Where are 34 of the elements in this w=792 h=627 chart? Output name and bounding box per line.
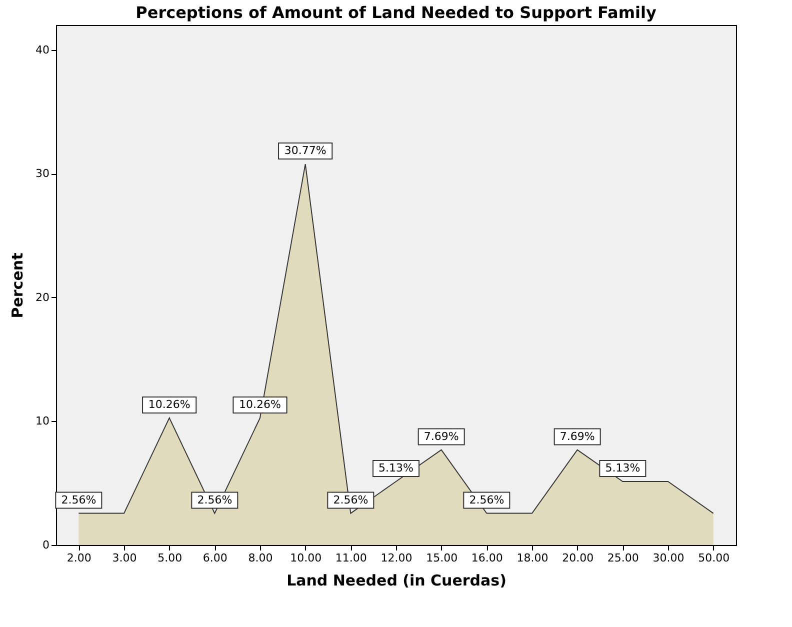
x-tick-label: 2.00 xyxy=(66,552,92,564)
x-tick-label: 50.00 xyxy=(698,552,730,564)
y-axis-title: Percent xyxy=(8,252,27,318)
data-label: 10.26% xyxy=(148,398,190,411)
x-tick-label: 12.00 xyxy=(380,552,412,564)
y-tick-label: 40 xyxy=(36,43,50,56)
x-tick-label: 18.00 xyxy=(516,552,548,564)
x-tick-label: 3.00 xyxy=(112,552,137,564)
data-label: 7.69% xyxy=(560,430,595,443)
x-axis-title: Land Needed (in Cuerdas) xyxy=(286,572,506,590)
data-label: 10.26% xyxy=(239,398,281,411)
data-label: 2.56% xyxy=(469,493,504,506)
data-label: 5.13% xyxy=(605,461,640,474)
y-tick-label: 20 xyxy=(36,290,50,304)
x-tick-label: 11.00 xyxy=(335,552,367,564)
x-tick-label: 16.00 xyxy=(471,552,503,564)
data-label: 30.77% xyxy=(284,144,326,158)
x-tick-label: 15.00 xyxy=(426,552,458,564)
x-tick-label: 5.00 xyxy=(158,552,182,564)
data-label: 7.69% xyxy=(424,430,459,443)
data-label: 5.13% xyxy=(378,461,414,474)
chart-title: Perceptions of Amount of Land Needed to Support Family xyxy=(136,3,657,22)
data-label: 2.56% xyxy=(197,493,232,506)
x-tick-label: 6.00 xyxy=(202,552,228,564)
y-tick-label: 10 xyxy=(36,414,50,428)
x-tick-label: 20.00 xyxy=(562,552,594,564)
y-tick-label: 30 xyxy=(36,167,50,180)
data-label: 2.56% xyxy=(61,493,96,506)
x-tick-label: 8.00 xyxy=(248,552,273,564)
data-label: 2.56% xyxy=(333,493,368,506)
x-tick-label: 10.00 xyxy=(290,552,322,564)
x-tick-label: 25.00 xyxy=(607,552,639,564)
x-tick-label: 30.00 xyxy=(652,552,684,564)
y-tick-label: 0 xyxy=(42,538,50,552)
